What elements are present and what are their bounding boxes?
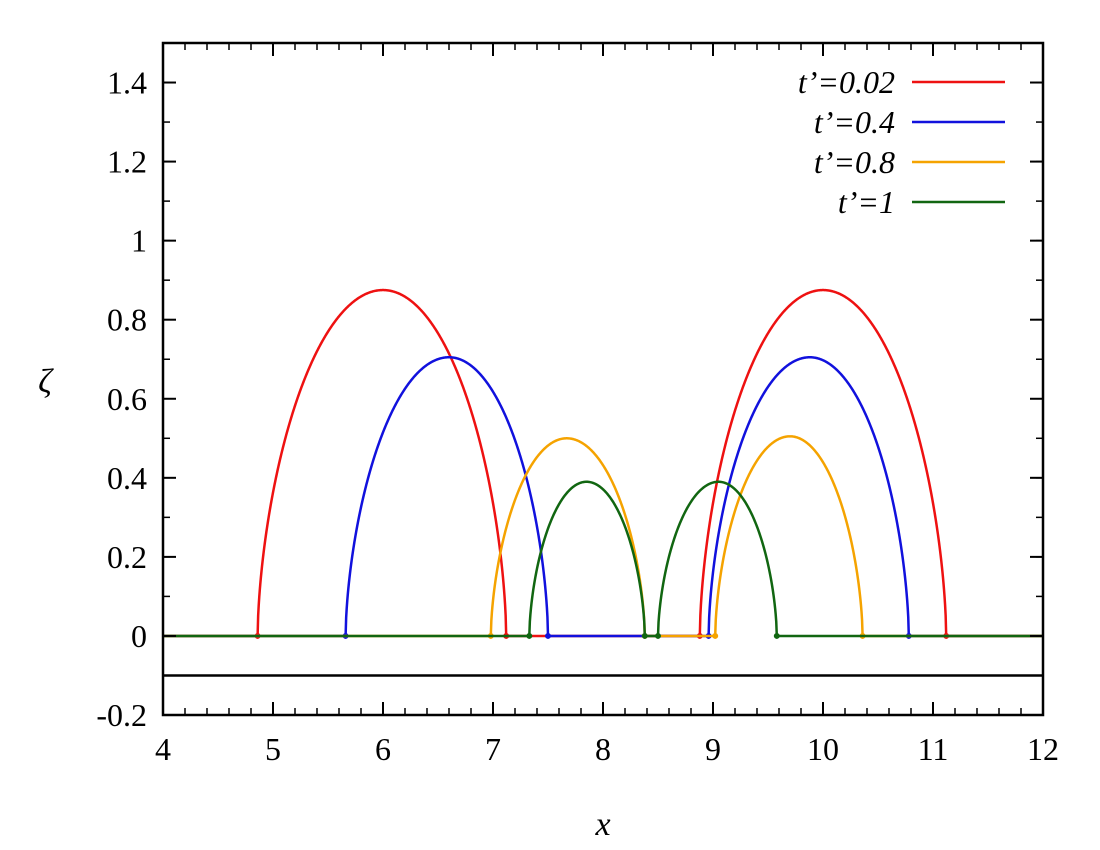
y-tick-label: 0.8 (107, 302, 147, 338)
series-foot-point (641, 632, 648, 639)
series-line (162, 356, 1044, 638)
x-axis-title: x (594, 806, 610, 843)
y-tick-label: 1 (131, 223, 147, 259)
series-line (162, 435, 1044, 638)
x-tick-label: 10 (807, 731, 839, 767)
series-foot-point (712, 632, 719, 639)
series-foot-point (526, 632, 533, 639)
y-tick-label: -0.2 (96, 697, 147, 733)
series-foot-point (545, 632, 551, 639)
tick-layer: 4 5 6 7 8 9 10 11 12 -0.2 0 0.2 0.4 0.6 0.8 1 1.2 1.4 (96, 43, 1059, 767)
x-tick-label: 12 (1027, 731, 1059, 767)
series-foot-point (773, 632, 780, 639)
x-tick-label: 8 (595, 731, 611, 767)
plot-frame (161, 41, 1045, 717)
plot-layer (162, 288, 1044, 677)
y-tick-label: 0.6 (107, 381, 147, 417)
legend-label: t’=1 (838, 184, 895, 220)
legend-label: t’=0.02 (798, 64, 895, 100)
x-tick-label: 7 (485, 731, 501, 767)
x-tick-label: 5 (265, 731, 281, 767)
series-foot-point (655, 632, 661, 639)
legend-label: t’=0.4 (814, 104, 895, 140)
y-tick-label: 1.2 (107, 144, 147, 180)
x-tick-label: 11 (918, 731, 949, 767)
x-tick-label: 4 (155, 731, 171, 767)
y-axis-title: ζ (38, 363, 54, 400)
y-tick-label: 0.2 (107, 539, 147, 575)
series-line (162, 480, 1044, 638)
y-tick-label: 1.4 (107, 65, 147, 101)
legend-label: t’=0.8 (814, 144, 895, 180)
x-tick-label: 9 (705, 731, 721, 767)
y-tick-label: 0.4 (107, 460, 147, 496)
x-tick-label: 6 (375, 731, 391, 767)
legend: t’=0.02 t’=0.4 t’=0.8 t’=1 (798, 64, 1005, 220)
y-tick-label: 0 (131, 618, 147, 654)
